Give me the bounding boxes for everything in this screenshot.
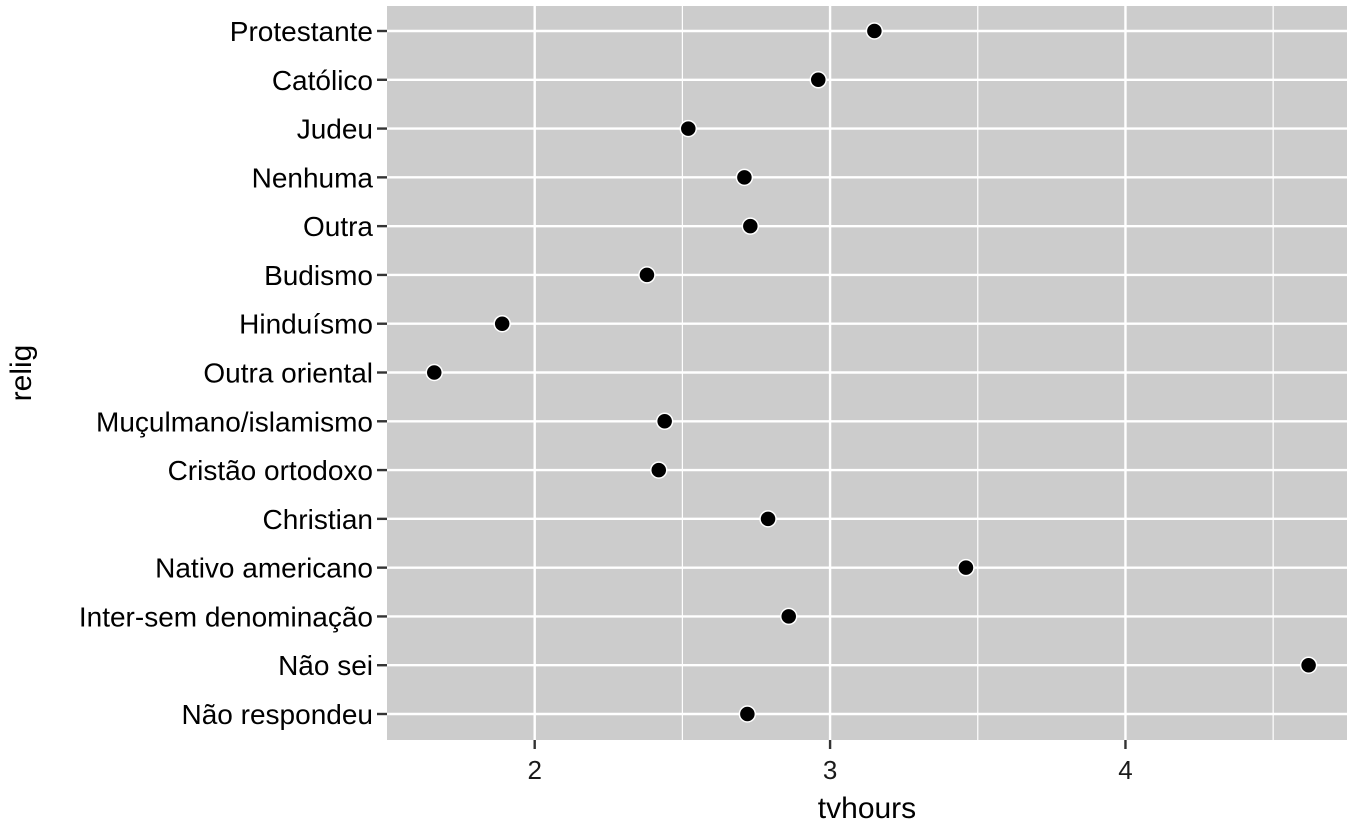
y-tick-label: Hinduísmo [239,309,373,340]
data-point [650,461,668,479]
x-axis-title: tvhours [818,792,916,825]
y-tick-label: Judeu [297,114,373,145]
data-point [425,363,444,382]
y-tick-label: Cristão ortodoxo [168,455,373,486]
data-point [738,705,757,723]
y-tick-label: Não sei [278,650,373,681]
y-tick-label: Outra oriental [203,358,373,389]
major-gridlines [387,6,1347,740]
data-point [735,168,754,187]
data-point [809,71,828,89]
y-tick-label: Muçulmano/islamismo [96,406,373,437]
x-tick-label: 2 [527,755,541,785]
y-axis: Protestante Católico Judeu Nenhuma Outra Budi… [79,16,387,730]
y-axis-title: relig [5,345,38,402]
data-point [1299,656,1318,674]
y-tick-label: Não respondeu [182,699,373,730]
y-tick-label: Protestante [230,16,373,47]
data-point [957,558,975,577]
x-axis: 2 3 4 [527,740,1133,785]
data-point [638,266,656,284]
x-tick-label: 3 [823,755,837,785]
y-tick-label: Budismo [264,260,373,291]
y-tick-label: Católico [272,65,373,96]
data-point [759,510,777,528]
data-point [741,217,760,235]
y-tick-label: Outra [303,211,373,242]
data-point [679,119,698,138]
y-tick-label: Inter-sem denominação [79,601,373,632]
y-tick-label: Nenhuma [252,162,374,193]
data-point [865,22,884,40]
x-tick-label: 4 [1118,755,1132,785]
y-tick-label: Christian [263,504,373,535]
y-tick-label: Nativo americano [155,553,373,584]
data-point [655,412,674,431]
data-point [779,607,798,626]
data-points [425,22,1318,723]
data-point [493,314,511,333]
